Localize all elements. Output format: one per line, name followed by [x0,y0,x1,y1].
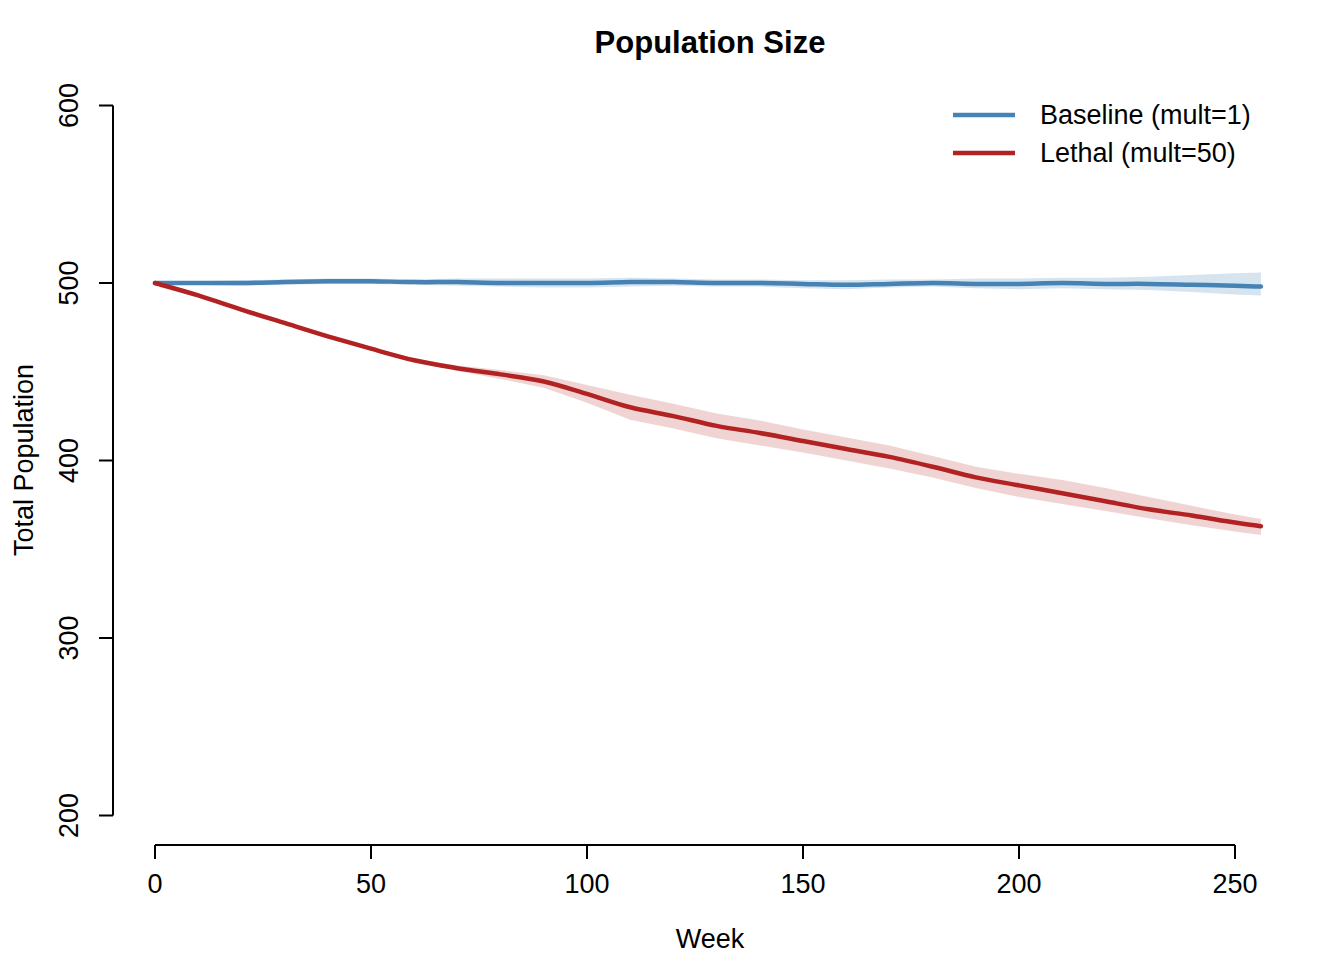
y-axis-title: Total Population [9,364,39,556]
y-tick-label: 500 [54,260,84,305]
x-tick-label: 50 [356,869,386,899]
x-tick-label: 150 [780,869,825,899]
legend: Baseline (mult=1) Lethal (mult=50) [953,100,1251,168]
y-tick-label: 200 [54,793,84,838]
y-tick-label: 300 [54,615,84,660]
y-tick-label: 400 [54,438,84,483]
legend-item-label: Baseline (mult=1) [1040,100,1251,130]
x-axis-title: Week [676,924,745,954]
legend-item-label: Lethal (mult=50) [1040,138,1236,168]
chart-title: Population Size [595,25,826,60]
x-tick-label: 200 [996,869,1041,899]
y-tick-label: 600 [54,83,84,128]
x-tick-label: 0 [147,869,162,899]
population-chart: Population Size 0 50 100 150 200 250 200 300 400… [0,0,1344,960]
x-tick-label: 250 [1212,869,1257,899]
figure: Population Size 0 50 100 150 200 250 200 300 400… [0,0,1344,960]
x-tick-label: 100 [564,869,609,899]
confidence-bands [155,272,1261,535]
